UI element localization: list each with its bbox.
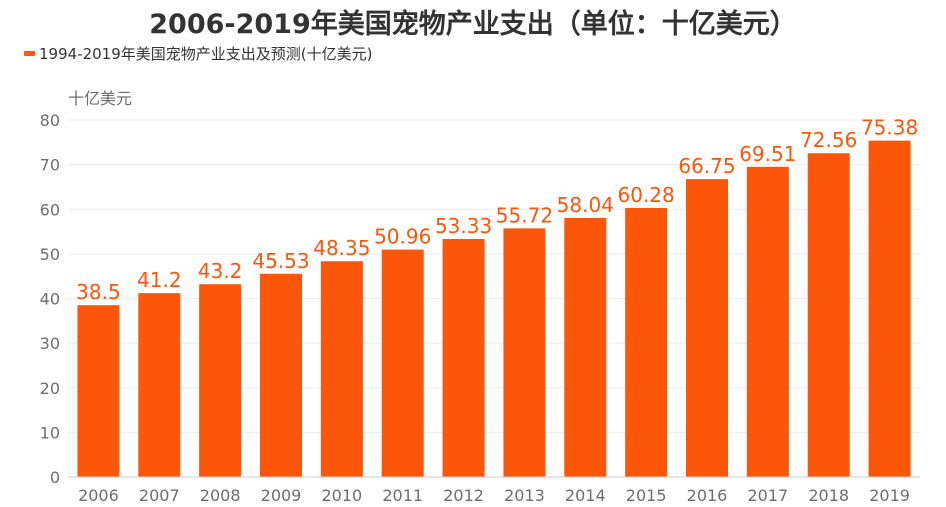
x-tick-label: 2007 [139, 486, 180, 505]
data-label-2006: 38.5 [76, 280, 121, 304]
x-tick-label: 2012 [443, 486, 484, 505]
x-tick-label: 2010 [321, 486, 362, 505]
data-label-2019: 75.38 [861, 116, 918, 140]
x-tick-label: 2019 [869, 486, 910, 505]
y-tick-label: 0 [50, 468, 60, 487]
data-label-2013: 55.72 [496, 203, 553, 227]
y-axis-unit: 十亿美元 [68, 89, 132, 108]
bar-2011[interactable] [381, 249, 424, 477]
data-label-2017: 69.51 [739, 142, 796, 166]
y-tick-label: 60 [40, 200, 60, 219]
data-label-2018: 72.56 [800, 128, 857, 152]
bar-2006[interactable] [77, 305, 120, 477]
y-tick-label: 20 [40, 379, 60, 398]
legend[interactable]: 1994-2019年美国宠物产业支出及预测(十亿美元) [24, 43, 372, 64]
x-tick-label: 2009 [261, 486, 302, 505]
grid-lines [68, 119, 920, 433]
y-tick-label: 80 [40, 111, 60, 130]
x-tick-label: 2011 [382, 486, 423, 505]
x-tick-label: 2006 [78, 486, 119, 505]
bar-2008[interactable] [199, 284, 242, 477]
x-tick-label: 2017 [747, 486, 788, 505]
x-tick-label: 2015 [626, 486, 667, 505]
data-label-2015: 60.28 [618, 183, 675, 207]
bar-2016[interactable] [686, 179, 728, 478]
data-label-2008: 43.2 [198, 259, 243, 283]
bar-2009[interactable] [260, 273, 302, 477]
data-label-2007: 41.2 [137, 268, 182, 292]
x-tick-label: 2016 [687, 486, 728, 505]
bar-2010[interactable] [320, 261, 363, 477]
y-tick-label: 50 [40, 245, 60, 264]
x-tick-label: 2013 [504, 486, 545, 505]
legend-label: 1994-2019年美国宠物产业支出及预测(十亿美元) [39, 45, 373, 63]
legend-swatch [24, 51, 35, 56]
bar-2017[interactable] [746, 166, 789, 477]
bar-2015[interactable] [625, 208, 668, 478]
data-label-2011: 50.96 [374, 225, 431, 249]
bar-2013[interactable] [503, 228, 546, 477]
bar-2007[interactable] [138, 293, 181, 477]
chart-title: 2006-2019年美国宠物产业支出（单位：十亿美元） [149, 9, 797, 40]
data-label-2009: 45.53 [252, 249, 309, 273]
data-label-2016: 66.75 [678, 154, 735, 178]
bar-2018[interactable] [807, 153, 850, 478]
bars [77, 140, 911, 478]
x-tick-label: 2018 [808, 486, 849, 505]
data-label-2010: 48.35 [313, 236, 370, 260]
bar-2019[interactable] [868, 140, 911, 477]
y-tick-label: 10 [40, 423, 60, 442]
data-label-2014: 58.04 [557, 193, 614, 217]
bar-2014[interactable] [564, 217, 607, 477]
y-axis-ticks: 0 10 20 30 40 50 60 70 80 [40, 111, 60, 487]
y-tick-label: 70 [40, 156, 60, 175]
y-tick-label: 40 [40, 290, 60, 309]
data-label-2012: 53.33 [435, 214, 492, 238]
x-axis-ticks: 2006 2007 2008 2009 2010 2011 2012 2013 2014 2015… [78, 486, 910, 505]
bar-2012[interactable] [442, 239, 485, 477]
x-tick-label: 2008 [200, 486, 241, 505]
y-tick-label: 30 [40, 334, 60, 353]
x-tick-label: 2014 [565, 486, 606, 505]
